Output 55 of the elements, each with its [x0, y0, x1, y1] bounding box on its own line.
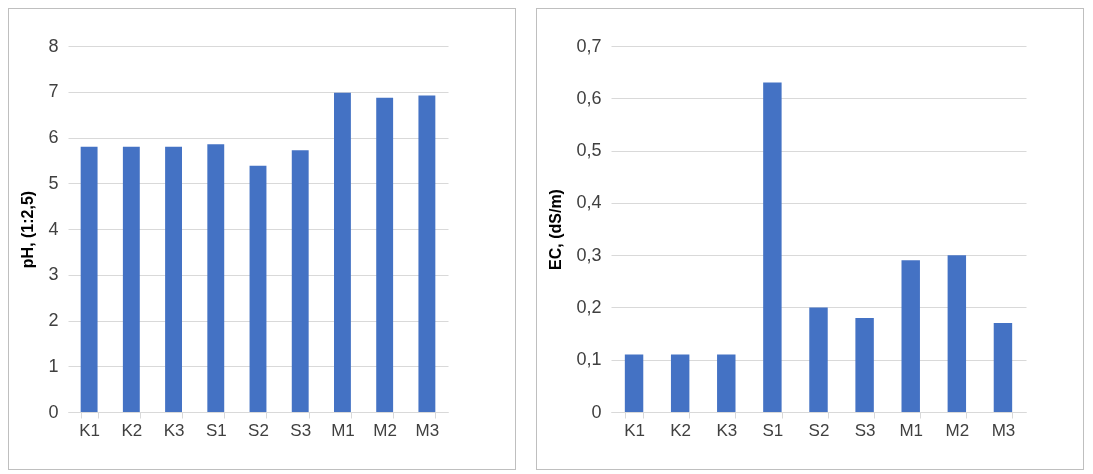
- y-tick-label: 0: [48, 401, 59, 422]
- bar: [993, 323, 1013, 412]
- bar: [80, 146, 98, 412]
- y-tick-label: 0,3: [576, 244, 602, 265]
- bar: [624, 354, 644, 412]
- y-tick-label: 7: [48, 81, 59, 102]
- x-tick-label: M1: [899, 420, 924, 440]
- y-tick-label: 0,5: [576, 140, 602, 161]
- x-tick-label: M3: [415, 420, 440, 440]
- x-tick-label: K1: [624, 420, 645, 440]
- x-tick-label: S1: [762, 420, 784, 440]
- bar: [249, 165, 267, 412]
- x-tick-label: M2: [373, 420, 397, 440]
- y-tick-label: 2: [48, 310, 59, 330]
- y-tick-label: 0,7: [576, 35, 602, 56]
- x-tick-label: S2: [248, 420, 269, 440]
- y-tick-label: 0,2: [576, 296, 602, 317]
- x-tick-label: K2: [121, 420, 143, 440]
- x-tick-label: K3: [163, 420, 185, 440]
- y-axis-title: pH, (1:2,5): [19, 190, 37, 269]
- bar: [418, 95, 436, 412]
- y-axis-title: EC, (dS/m): [547, 189, 565, 270]
- y-tick-label: 5: [48, 172, 59, 193]
- y-tick-label: 8: [48, 35, 59, 56]
- bar: [165, 146, 182, 412]
- x-tick-label: M2: [945, 420, 970, 440]
- x-tick-label: S3: [854, 420, 876, 440]
- bar: [334, 92, 351, 412]
- bar: [670, 354, 690, 412]
- x-tick-label: K3: [716, 420, 738, 440]
- x-tick-label: K1: [79, 420, 101, 440]
- bar: [207, 144, 225, 412]
- x-tick-label: S1: [205, 420, 227, 440]
- x-tick-label: S2: [808, 420, 830, 440]
- y-tick-label: 0,4: [576, 192, 602, 213]
- x-tick-label: M3: [991, 420, 1016, 440]
- bar: [947, 255, 967, 412]
- bar: [901, 260, 920, 412]
- bar: [122, 146, 140, 412]
- y-tick-label: 3: [48, 264, 59, 285]
- y-tick-label: 4: [48, 218, 59, 239]
- bar: [855, 317, 874, 412]
- bar: [763, 82, 782, 412]
- bar: [376, 97, 394, 412]
- bar: [291, 150, 309, 412]
- y-tick-label: 1: [48, 355, 59, 376]
- bar: [809, 307, 828, 412]
- x-tick-label: K2: [670, 420, 692, 440]
- bar: [717, 354, 736, 412]
- x-tick-label: S3: [290, 420, 312, 440]
- y-tick-label: 0,1: [576, 349, 602, 370]
- x-tick-label: M1: [331, 420, 355, 440]
- y-tick-label: 0: [591, 401, 602, 422]
- y-tick-label: 0,6: [576, 87, 602, 108]
- y-tick-label: 6: [48, 127, 59, 147]
